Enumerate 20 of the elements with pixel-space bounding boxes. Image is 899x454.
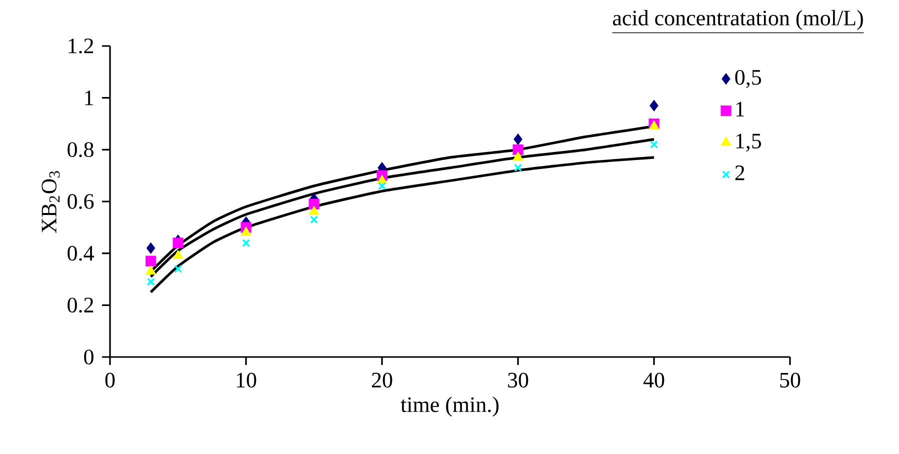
y-tick-label: 0.4: [68, 246, 94, 261]
x-axis-title: time (min.): [400, 396, 499, 417]
legend-label: 1,5: [736, 134, 762, 152]
legend-label: 1: [736, 102, 744, 116]
x-tick-label: 40: [643, 372, 664, 388]
x-tick-label: 30: [508, 372, 528, 388]
y-tick-label: 0.2: [68, 298, 94, 313]
x-tick-label: 20: [372, 372, 392, 388]
x-tick-label: 0: [105, 372, 115, 388]
x-tick-label: 50: [780, 372, 800, 388]
y-tick-label: 0: [84, 350, 94, 364]
x-tick-label: 10: [236, 372, 256, 388]
y-tick-label: 0.8: [68, 142, 94, 158]
y-axis-title: XB$_{2}$O$_{3}$: [42, 171, 60, 233]
y-tick-label: 1: [85, 90, 93, 106]
legend-label: 0,5: [735, 70, 762, 88]
y-tick-label: 0.6: [68, 194, 94, 209]
legend-label: 2: [735, 166, 744, 180]
y-tick-label: 1.2: [68, 38, 94, 54]
legend-title: acid concentratation (mol/L): [612, 10, 863, 30]
